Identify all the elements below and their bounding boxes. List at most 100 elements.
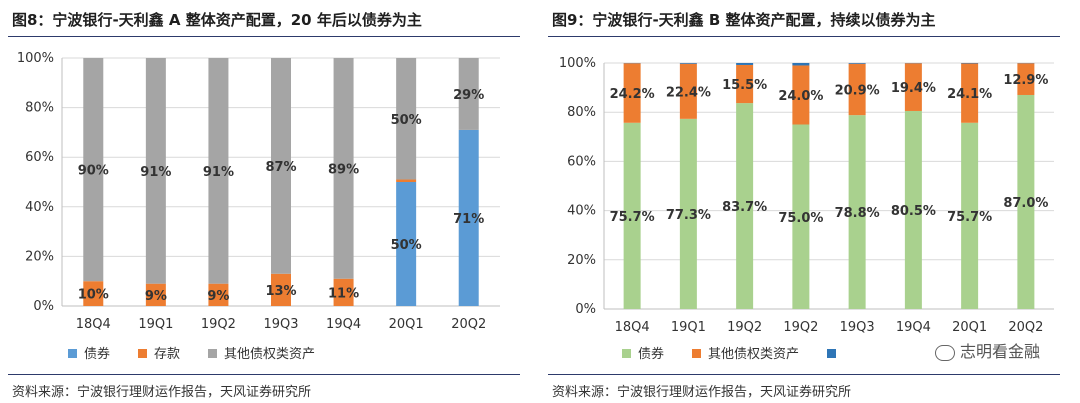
data-label: 13% — [265, 284, 296, 299]
data-label: 75.7% — [947, 210, 992, 225]
x-tick-label: 19Q4 — [326, 317, 361, 332]
legend-swatch — [622, 349, 631, 358]
bar-segment — [848, 115, 866, 309]
y-tick-label: 40% — [25, 200, 54, 215]
data-label: 90% — [78, 164, 109, 179]
y-tick-label: 100% — [17, 51, 54, 66]
bar-segment — [736, 64, 754, 104]
bar-chart-a: 0% 20% 40% 60% 80% 100% 10% 90% 18Q4 9% 91% 19Q1 9% 9… — [17, 51, 500, 362]
y-tick-label: 20% — [567, 253, 596, 268]
y-tick-label: 60% — [567, 154, 596, 169]
y-tick-label: 80% — [567, 105, 596, 120]
x-tick-label: 19Q3 — [840, 320, 875, 335]
data-label: 91% — [203, 165, 234, 180]
data-label: 50% — [391, 113, 422, 128]
x-tick-label: 18Q4 — [615, 320, 650, 335]
bar-segment — [333, 58, 354, 279]
source-note: 资料来源：宁波银行理财运作报告，天风证券研究所 — [552, 385, 852, 400]
data-label: 75.7% — [610, 210, 655, 225]
bar-segment — [904, 110, 922, 309]
y-tick-label: 100% — [559, 56, 596, 71]
legend-label: 其他债权类资产 — [224, 346, 315, 362]
legend-swatch — [208, 349, 217, 358]
bar-segment — [271, 58, 291, 274]
data-label: 91% — [140, 165, 171, 180]
bar-segment — [458, 58, 479, 130]
bar-segment — [679, 118, 697, 309]
data-label: 15.5% — [722, 78, 767, 93]
watermark-text: 志明看金融 — [959, 342, 1040, 361]
bar-segment — [333, 278, 354, 306]
data-label: 50% — [391, 238, 422, 253]
chart-title: 图9：宁波银行-天利鑫 B 整体资产配置，持续以债券为主 — [552, 11, 936, 29]
bar-segment — [623, 122, 641, 309]
title-divider — [548, 36, 1060, 37]
data-label: 29% — [453, 88, 484, 103]
data-label: 12.9% — [1003, 73, 1048, 88]
data-label: 22.4% — [666, 85, 711, 100]
chart-panel-right: 图9：宁波银行-天利鑫 B 整体资产配置，持续以债券为主 0% 20% 40% 60%… — [540, 0, 1080, 403]
x-tick-label: 19Q2 — [201, 317, 236, 332]
x-tick-label: 19Q2 — [783, 320, 818, 335]
bar-segment — [961, 63, 979, 123]
bar-segment — [623, 63, 641, 123]
watermark: 志明看金融 — [934, 338, 1040, 362]
chart-title: 图8：宁波银行-天利鑫 A 整体资产配置，20 年后以债券为主 — [12, 11, 422, 29]
bar-segment — [208, 283, 229, 306]
bar-segment — [1017, 94, 1035, 309]
bar-segment — [396, 179, 417, 182]
legend-label: 其他债权类资产 — [708, 346, 799, 362]
data-label: 80.5% — [891, 204, 936, 219]
legend-label: 债券 — [84, 346, 110, 362]
x-tick-label: 19Q1 — [671, 320, 706, 335]
bar-segment — [208, 58, 229, 284]
bar-segment — [679, 63, 697, 64]
data-label: 19.4% — [891, 81, 936, 96]
x-tick-label: 19Q4 — [896, 320, 931, 335]
legend-swatch — [827, 349, 836, 358]
x-tick-label: 20Q2 — [1008, 320, 1043, 335]
bar-segment — [679, 63, 697, 119]
bar-segment — [83, 281, 104, 306]
y-tick-label: 40% — [567, 204, 596, 219]
data-label: 10% — [78, 288, 109, 303]
data-label: 71% — [453, 212, 484, 227]
legend-swatch — [68, 349, 77, 358]
y-tick-label: 0% — [33, 299, 54, 314]
bar-segment — [792, 124, 810, 309]
source-divider — [548, 374, 1060, 375]
bar-segment — [145, 283, 166, 306]
chart-panel-left: 图8：宁波银行-天利鑫 A 整体资产配置，20 年后以债券为主 0% 20% 40%… — [8, 11, 520, 400]
y-tick-label: 60% — [25, 150, 54, 165]
bar-segment — [736, 63, 754, 65]
data-label: 78.8% — [835, 206, 880, 221]
legend-swatch — [692, 349, 701, 358]
data-label: 77.3% — [666, 208, 711, 223]
bar-chart-b: 0% 20% 40% 60% 80% 100% 75.7% 24.2% 18Q4 77.3% 22.… — [559, 56, 1054, 362]
source-divider — [8, 374, 520, 375]
x-tick-label: 19Q2 — [727, 320, 762, 335]
bar-segment — [848, 63, 866, 64]
data-label: 20.9% — [835, 83, 880, 98]
x-tick-label: 20Q1 — [952, 320, 987, 335]
legend-label: 债券 — [638, 346, 664, 362]
data-label: 11% — [328, 286, 359, 301]
title-divider — [8, 36, 520, 37]
bar-segment — [145, 58, 166, 284]
bar-segment — [904, 63, 922, 111]
bar-segment — [396, 182, 417, 306]
bar-segment — [83, 58, 104, 282]
bar-segment — [792, 63, 810, 66]
bar-segment — [792, 65, 810, 125]
data-label: 9% — [207, 289, 229, 304]
x-tick-label: 19Q3 — [263, 317, 298, 332]
data-label: 9% — [145, 289, 167, 304]
y-tick-label: 20% — [25, 249, 54, 264]
bar-segment — [736, 103, 754, 310]
legend-label: 存款 — [154, 347, 180, 362]
wechat-icon — [934, 344, 955, 361]
data-label: 87.0% — [1003, 196, 1048, 211]
data-label: 24.2% — [610, 87, 655, 102]
bar-segment — [458, 129, 479, 306]
data-label: 24.0% — [778, 89, 823, 104]
